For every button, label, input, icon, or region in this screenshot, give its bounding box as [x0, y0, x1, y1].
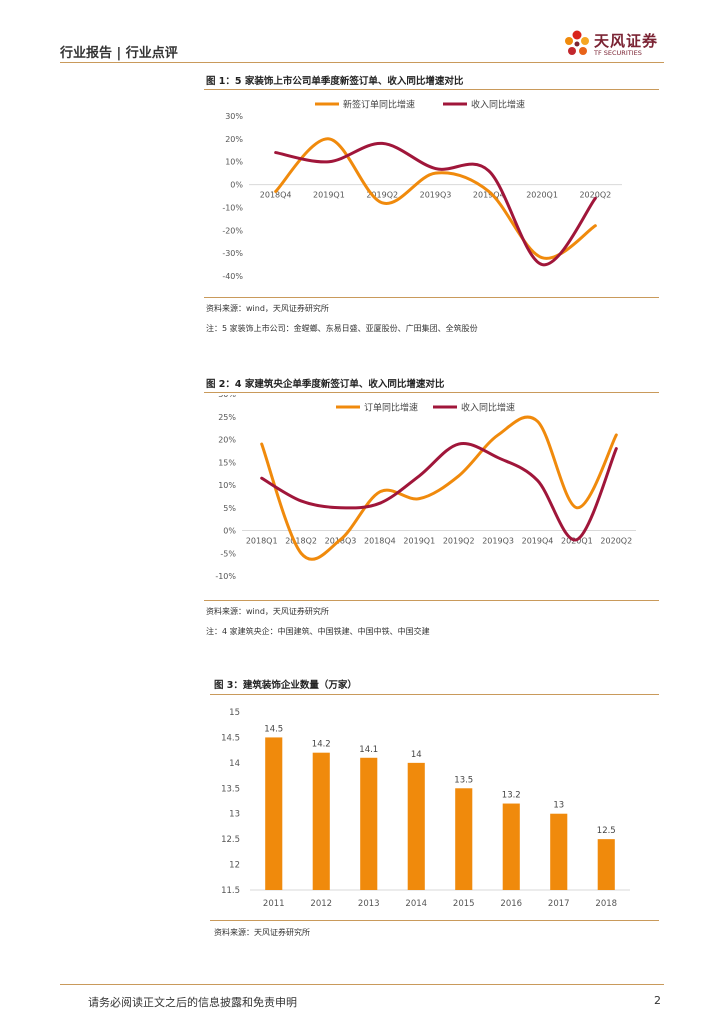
- y-tick-label: 14.5: [221, 733, 240, 743]
- bar-value-label: 13: [553, 801, 564, 811]
- figure-3-top-rule: [210, 694, 659, 695]
- legend-label-2: 收入同比增速: [461, 402, 515, 414]
- y-tick-label: -40%: [222, 272, 243, 281]
- series-line-2: [274, 141, 597, 267]
- y-tick-label: 5%: [223, 504, 236, 513]
- x-tick-label: 2013: [358, 899, 380, 909]
- x-tick-label: 2011: [263, 899, 285, 909]
- x-tick-label: 2019Q1: [403, 537, 435, 546]
- x-tick-label: 2020Q2: [579, 191, 611, 200]
- figure-2-source: 资料来源：wind，天风证券研究所: [206, 607, 329, 616]
- bar: [407, 762, 425, 890]
- bar-value-label: 13.2: [502, 791, 521, 801]
- x-tick-label: 2019Q1: [313, 191, 345, 200]
- bar: [502, 803, 520, 890]
- x-tick-label: 2019Q3: [420, 191, 452, 200]
- footer-disclaimer: 请务必阅读正文之后的信息披露和免责申明: [88, 996, 297, 1009]
- y-tick-label: 30%: [225, 112, 243, 121]
- series-line-2: [260, 442, 618, 542]
- figure-2-note: 注：4 家建筑央企：中国建筑、中国铁建、中国中铁、中国交建: [206, 627, 430, 636]
- y-tick-label: 13.5: [221, 784, 240, 794]
- y-tick-label: 12: [229, 861, 240, 871]
- figure-3-chart: 15 14.5 14 13.5 13 12.5 12 11.5 14.5 2011 14.2 2012…: [221, 708, 630, 909]
- figure-1-title: 图 1：5 家装饰上市公司单季度新签订单、收入同比增速对比: [206, 76, 464, 87]
- x-tick-label: 2019Q4: [522, 537, 554, 546]
- y-tick-label: 10%: [225, 158, 243, 167]
- bar-value-label: 14.1: [359, 745, 378, 755]
- y-tick-label: 11.5: [221, 886, 240, 896]
- figure-1-chart: 30% 20% 10% 0% -10% -20% -30% -40% 2018Q4 2019Q1 2…: [222, 99, 622, 281]
- figure-3-title: 图 3：建筑装饰企业数量（万家）: [214, 680, 357, 691]
- y-tick-label: 20%: [225, 135, 243, 144]
- y-tick-label: 15: [229, 708, 240, 718]
- x-tick-label: 2014: [405, 899, 427, 909]
- y-tick-label: -30%: [222, 249, 243, 258]
- x-tick-label: 2015: [453, 899, 475, 909]
- bar-value-label: 13.5: [454, 775, 473, 785]
- legend-label-2: 收入同比增速: [471, 99, 525, 111]
- y-tick-label: -20%: [222, 226, 243, 235]
- x-tick-label: 2019Q2: [366, 191, 398, 200]
- header-divider: [60, 62, 664, 63]
- x-tick-label: 2020Q1: [526, 191, 558, 200]
- figure-1-top-rule: [204, 89, 659, 90]
- y-tick-label: 0%: [230, 181, 243, 190]
- bar: [265, 737, 283, 890]
- figure-1-bottom-rule: [204, 297, 659, 298]
- y-tick-label: -5%: [220, 549, 236, 558]
- bar: [455, 788, 473, 890]
- figure-2-bottom-rule: [204, 600, 659, 601]
- x-tick-label: 2020Q2: [600, 537, 632, 546]
- y-tick-label: 30%: [218, 395, 236, 399]
- figure-1-source: 资料来源：wind，天风证券研究所: [206, 304, 329, 313]
- figure-2-chart: 30% 25% 20% 15% 10% 5% 0% -5% -10% 2018Q1 2018Q2 20…: [215, 395, 636, 581]
- footer-divider: [60, 984, 664, 985]
- x-tick-label: 2012: [310, 899, 332, 909]
- figure-3-source: 资料来源：天风证券研究所: [214, 928, 310, 937]
- x-tick-label: 2019Q2: [443, 537, 475, 546]
- figure-1-note: 注：5 家装饰上市公司：金螳螂、东易日盛、亚厦股份、广田集团、全筑股份: [206, 324, 478, 333]
- brand-name: 天风证券: [594, 32, 659, 50]
- bar: [597, 839, 615, 890]
- bar: [550, 813, 568, 890]
- legend-label-1: 订单同比增速: [364, 402, 418, 414]
- y-tick-label: 20%: [218, 436, 236, 445]
- y-tick-label: -10%: [215, 572, 236, 581]
- x-tick-label: 2017: [548, 899, 570, 909]
- x-tick-label: 2019Q4: [473, 191, 505, 200]
- y-tick-label: 13: [229, 810, 240, 820]
- x-tick-label: 2018: [595, 899, 617, 909]
- x-tick-label: 2018Q2: [285, 537, 317, 546]
- x-tick-label: 2016: [500, 899, 522, 909]
- page-number: 2: [654, 994, 661, 1007]
- bar-value-label: 14.5: [264, 724, 283, 734]
- y-tick-label: 12.5: [221, 835, 240, 845]
- bar-value-label: 14: [411, 750, 422, 760]
- bar: [312, 752, 330, 890]
- x-tick-label: 2018Q4: [260, 191, 292, 200]
- y-tick-label: 15%: [218, 458, 236, 467]
- y-tick-label: 25%: [218, 413, 236, 422]
- bar-value-label: 14.2: [312, 740, 331, 750]
- y-tick-label: 10%: [218, 481, 236, 490]
- figure-3-bottom-rule: [210, 920, 659, 921]
- brand-logo: 天风证券 TF SECURITIES: [560, 26, 670, 62]
- figure-2-title: 图 2：4 家建筑央企单季度新签订单、收入同比增速对比: [206, 379, 445, 390]
- y-tick-label: -10%: [222, 203, 243, 212]
- bar: [360, 757, 378, 890]
- brand-name-en: TF SECURITIES: [594, 49, 642, 57]
- x-tick-label: 2018Q4: [364, 537, 396, 546]
- x-tick-label: 2018Q1: [246, 537, 278, 546]
- series-line-1: [260, 415, 618, 561]
- y-tick-label: 0%: [223, 527, 236, 536]
- x-tick-label: 2019Q3: [482, 537, 514, 546]
- report-section-label: 行业报告 | 行业点评: [60, 46, 178, 61]
- flower-logo-icon: [565, 30, 589, 55]
- bar-value-label: 12.5: [597, 826, 616, 836]
- legend-label-1: 新签订单同比增速: [343, 99, 415, 111]
- figure-2-top-rule: [204, 392, 659, 393]
- y-tick-label: 14: [229, 759, 240, 769]
